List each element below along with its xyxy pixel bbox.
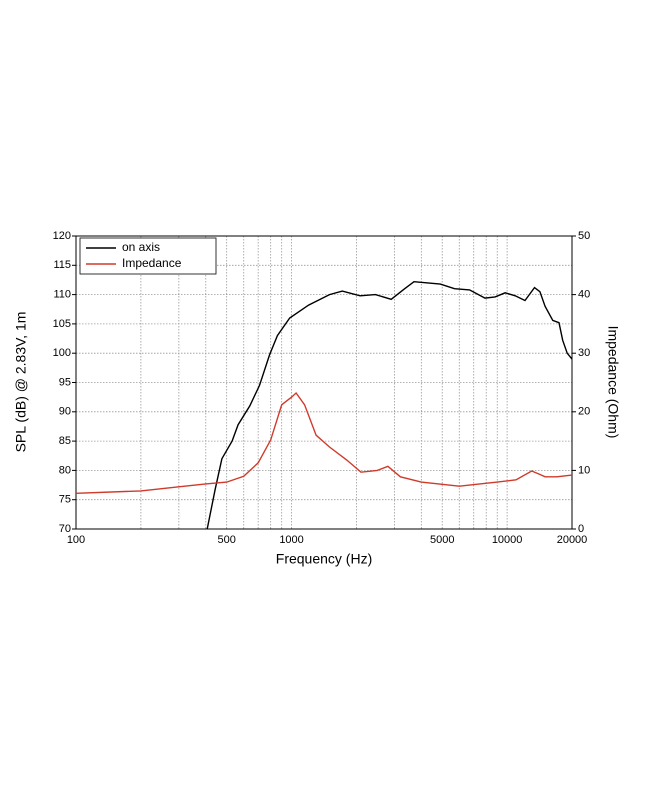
y2-tick-label: 30	[578, 347, 590, 359]
y2-tick-label: 10	[578, 464, 590, 476]
x-tick-label: 20000	[557, 534, 588, 546]
legend-label: on axis	[122, 240, 160, 254]
y-tick-label: 110	[53, 289, 71, 301]
x-tick-label: 5000	[430, 534, 454, 546]
legend-box	[79, 237, 217, 275]
y-tick-label: 80	[59, 464, 71, 476]
y-tick-label: 95	[59, 376, 71, 388]
x-tick-label: 10000	[492, 534, 523, 546]
x-tick-label: 1000	[279, 534, 303, 546]
y2-tick-label: 20	[578, 406, 590, 418]
y-tick-label: 70	[59, 523, 71, 535]
y-tick-label: 85	[59, 435, 71, 447]
series-line	[75, 391, 573, 494]
y-axis-label: SPL (dB) @ 2.83V, 1m	[13, 312, 29, 453]
y-tick-label: 75	[59, 494, 71, 506]
y-tick-label: 90	[59, 406, 71, 418]
series-line	[206, 280, 573, 530]
y2-tick-label: 50	[578, 230, 590, 242]
x-tick-label: 100	[67, 534, 85, 546]
y-tick-label: 100	[53, 347, 71, 359]
y-tick-label: 120	[53, 230, 71, 242]
x-axis-label: Frequency (Hz)	[276, 551, 372, 567]
legend-label: Impedance	[122, 256, 182, 270]
y-tick-label: 105	[53, 318, 71, 330]
y2-axis-label: Impedance (Ohm)	[605, 326, 621, 439]
y2-tick-label: 40	[578, 289, 590, 301]
y-tick-label: 115	[53, 259, 71, 271]
plot-frame	[75, 235, 573, 530]
x-tick-label: 500	[217, 534, 235, 546]
y2-tick-label: 0	[578, 523, 584, 535]
